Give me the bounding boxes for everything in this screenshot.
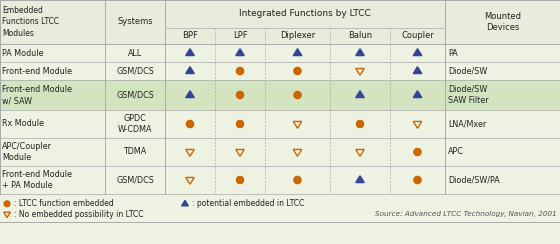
Text: TDMA: TDMA	[123, 148, 147, 156]
Text: Front-end Module
+ PA Module: Front-end Module + PA Module	[2, 170, 72, 190]
Polygon shape	[186, 49, 194, 56]
Circle shape	[294, 176, 301, 183]
Bar	[0, 44, 560, 62]
Text: APC/Coupler
Module: APC/Coupler Module	[2, 142, 52, 162]
Text: Mounted
Devices: Mounted Devices	[484, 12, 521, 32]
Bar	[0, 138, 560, 166]
Text: PA Module: PA Module	[2, 49, 44, 58]
Bar	[0, 110, 560, 138]
Text: Diode/SW/PA: Diode/SW/PA	[448, 175, 500, 184]
Text: PA: PA	[448, 49, 458, 58]
Text: BPF: BPF	[182, 31, 198, 41]
Polygon shape	[236, 49, 244, 56]
Text: Coupler: Coupler	[401, 31, 434, 41]
Text: Front-end Module: Front-end Module	[2, 67, 72, 75]
Polygon shape	[186, 67, 194, 73]
Bar	[0, 80, 560, 110]
Polygon shape	[413, 91, 422, 98]
Text: LNA/Mxer: LNA/Mxer	[448, 120, 486, 129]
Text: Integrated Functions by LTCC: Integrated Functions by LTCC	[239, 10, 371, 19]
Text: : No embedded possibility in LTCC: : No embedded possibility in LTCC	[14, 210, 143, 219]
Text: LPF: LPF	[233, 31, 248, 41]
Circle shape	[356, 120, 363, 128]
Circle shape	[4, 201, 10, 207]
Circle shape	[414, 176, 421, 183]
Polygon shape	[186, 91, 194, 98]
Text: Source: Advanced LTCC Technology, Navian, 2001: Source: Advanced LTCC Technology, Navian…	[375, 211, 557, 217]
Polygon shape	[356, 176, 364, 183]
Polygon shape	[293, 49, 302, 56]
Circle shape	[294, 67, 301, 75]
Text: APC: APC	[448, 148, 464, 156]
Polygon shape	[356, 49, 364, 56]
Text: : LTCC function embedded: : LTCC function embedded	[14, 199, 114, 208]
Text: : potential embedded in LTCC: : potential embedded in LTCC	[192, 199, 304, 208]
Circle shape	[186, 120, 194, 128]
Text: GPDC
W-CDMA: GPDC W-CDMA	[118, 114, 152, 134]
Text: Systems: Systems	[117, 18, 153, 27]
Text: Front-end Module
w/ SAW: Front-end Module w/ SAW	[2, 85, 72, 105]
Circle shape	[414, 148, 421, 156]
Text: GSM/DCS: GSM/DCS	[116, 67, 154, 75]
Text: GSM/DCS: GSM/DCS	[116, 91, 154, 100]
Text: Diode/SW: Diode/SW	[448, 67, 487, 75]
Text: Embedded
Functions LTCC
Modules: Embedded Functions LTCC Modules	[2, 6, 59, 38]
Text: ALL: ALL	[128, 49, 142, 58]
Text: Rx Module: Rx Module	[2, 120, 44, 129]
Polygon shape	[356, 91, 364, 98]
Polygon shape	[181, 200, 188, 206]
Bar	[0, 0, 560, 44]
Text: GSM/DCS: GSM/DCS	[116, 175, 154, 184]
Circle shape	[236, 120, 244, 128]
Circle shape	[236, 92, 244, 99]
Bar	[0, 194, 560, 222]
Text: Diode/SW
SAW Filter: Diode/SW SAW Filter	[448, 85, 489, 105]
Polygon shape	[413, 67, 422, 73]
Bar	[0, 166, 560, 194]
Bar	[0, 62, 560, 80]
Text: Diplexer: Diplexer	[280, 31, 315, 41]
Text: Balun: Balun	[348, 31, 372, 41]
Circle shape	[236, 176, 244, 183]
Circle shape	[294, 92, 301, 99]
Polygon shape	[413, 49, 422, 56]
Circle shape	[236, 67, 244, 75]
